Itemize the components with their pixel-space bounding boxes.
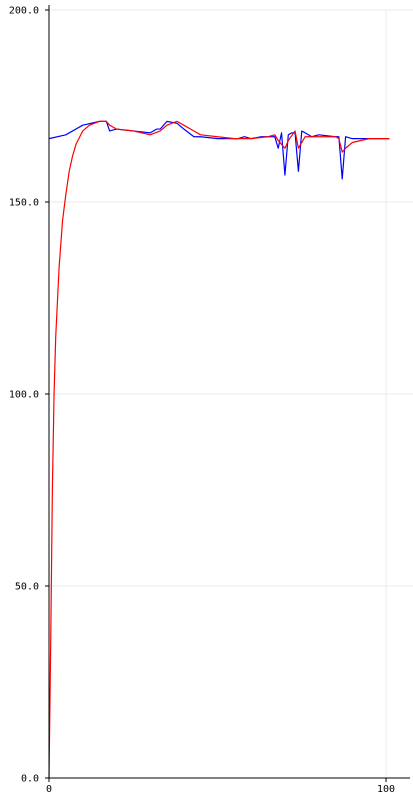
series-line-2 bbox=[48, 120, 390, 779]
y-tick-label: 200.0 bbox=[9, 6, 39, 17]
series-lines bbox=[48, 120, 390, 779]
y-tick-label: 100.0 bbox=[9, 390, 39, 401]
y-tick-label: 0.0 bbox=[21, 774, 39, 785]
series-line-1 bbox=[48, 120, 390, 180]
grid-lines bbox=[49, 9, 413, 778]
x-tick-label: 100 bbox=[377, 784, 395, 795]
x-tick-label: 0 bbox=[46, 784, 52, 795]
axes bbox=[48, 5, 410, 779]
y-tick-label: 150.0 bbox=[9, 198, 39, 209]
tick-marks-and-labels: 0.0 50.0 100.0 150.0 200.0 0 100 bbox=[9, 6, 395, 796]
y-tick-label: 50.0 bbox=[15, 582, 39, 593]
